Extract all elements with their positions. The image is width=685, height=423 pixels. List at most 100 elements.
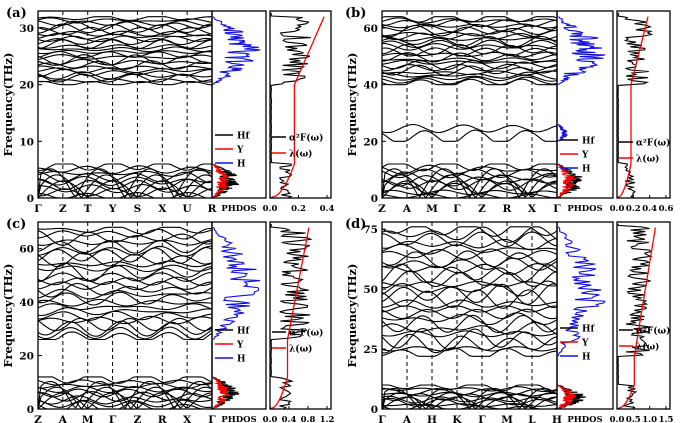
band-line <box>37 382 213 390</box>
band-line <box>37 165 213 175</box>
band-line <box>381 231 558 248</box>
legend-label-a2f: α²F(ω) <box>289 328 323 339</box>
band-line <box>37 310 213 321</box>
panel-a: (a) Frequency(THz) 0 10 20 30 Γ Z T Y S X U R PHDOS Hf Y… <box>1 6 334 215</box>
band-line <box>37 317 213 332</box>
q-point-label: M <box>426 203 438 215</box>
band-structure <box>381 16 558 199</box>
phdos-frame <box>211 10 267 199</box>
band-line <box>381 52 558 63</box>
dos-h-curve <box>557 16 606 86</box>
band-line <box>381 226 558 243</box>
phdos-axis-label: PHDOS <box>221 204 256 214</box>
q-point-label: A <box>58 414 68 423</box>
legend-label-lambda: λ(ω) <box>636 342 659 353</box>
y-axis-title: Frequency(THz) <box>1 264 15 368</box>
y-tick-label: 40 <box>19 297 34 309</box>
band-line <box>381 163 558 172</box>
band-structure <box>37 16 213 199</box>
band-line <box>381 19 558 28</box>
q-point-label: T <box>84 203 92 215</box>
panel-d: (d) Frequency(THz) 0 25 50 75 Γ A H K Γ M L H PHDOS Hf Y… <box>345 217 673 423</box>
band-line <box>38 331 213 341</box>
eliashberg-frame <box>616 221 671 410</box>
band-line <box>37 227 213 240</box>
band-line <box>37 178 213 191</box>
q-point-label: X <box>528 203 537 215</box>
band-line <box>37 281 213 291</box>
q-point-label: M <box>501 414 513 423</box>
q-point-label: Z <box>478 203 486 215</box>
phdos-frame <box>556 10 614 199</box>
acoustic-band <box>381 396 558 410</box>
lambda-tick-label: 0.2 <box>626 204 641 214</box>
band-line <box>381 263 558 276</box>
band-line <box>381 78 558 86</box>
band-line <box>37 307 213 317</box>
band-line <box>37 20 213 27</box>
band-line <box>381 395 558 404</box>
dos-h-curve <box>212 226 261 340</box>
band-line <box>37 298 213 307</box>
panel-label: (a) <box>6 6 27 21</box>
band-structure <box>37 226 213 410</box>
band-line <box>381 283 558 305</box>
band-line <box>37 388 213 398</box>
band-line <box>381 238 558 251</box>
eliashberg-curves <box>269 223 313 410</box>
y-axis-title: Frequency(THz) <box>345 264 359 368</box>
q-point-label: S <box>134 203 142 215</box>
q-point-label: A <box>402 414 412 423</box>
q-point-label: Γ <box>478 414 486 423</box>
phdos-frame <box>211 221 267 410</box>
band-line <box>381 347 558 357</box>
band-line <box>381 193 557 199</box>
band-line <box>37 245 213 257</box>
band-line <box>37 175 213 187</box>
band-line <box>37 49 213 55</box>
band-line <box>37 399 213 408</box>
panel-c: (c) Frequency(THz) 0 20 40 60 Z A M Γ Z R X Γ PHDOS Hf Y… <box>1 217 334 423</box>
q-point-label: Z <box>59 203 67 215</box>
phdos-axis-label: PHDOS <box>221 415 256 423</box>
band-line <box>37 171 212 184</box>
legend-label-y: Y <box>236 341 244 351</box>
band-line <box>37 230 213 246</box>
band-line <box>381 280 558 288</box>
q-point-label: R <box>158 414 167 423</box>
panel-label: (d) <box>345 217 366 232</box>
band-line <box>381 23 558 29</box>
band-line <box>37 169 213 177</box>
band-line <box>37 37 213 46</box>
legend-label-h: H <box>237 355 246 365</box>
legend-label-hf: Hf <box>582 137 596 147</box>
band-line <box>381 257 558 271</box>
band-line <box>382 384 558 392</box>
band-line <box>37 246 213 264</box>
legend-label-y: Y <box>581 339 589 349</box>
eliashberg-frame <box>616 10 671 199</box>
q-point-label: Γ <box>453 203 461 215</box>
q-point-label: Γ <box>553 203 561 215</box>
q-point-label: A <box>402 203 412 215</box>
band-line <box>37 44 213 50</box>
eliashberg-curves <box>616 12 654 199</box>
y-tick-label: 0 <box>27 193 34 205</box>
band-line <box>381 39 558 49</box>
band-line <box>381 280 558 297</box>
lambda-tick-label: 0.5 <box>626 415 641 423</box>
acoustic-band <box>37 174 213 199</box>
legend-label-y: Y <box>581 151 589 161</box>
lambda-tick-label: 0.0 <box>263 204 278 214</box>
y-axis-title: Frequency(THz) <box>1 53 15 157</box>
lambda-curve <box>616 227 657 410</box>
band-line <box>381 226 558 237</box>
band-line <box>37 395 213 405</box>
band-line <box>381 16 558 23</box>
y-tick-label: 30 <box>19 23 34 35</box>
band-line <box>37 326 213 340</box>
dos-y-curve <box>212 163 230 199</box>
band-line <box>381 403 558 407</box>
legend-label-hf: Hf <box>237 132 251 142</box>
y-tick-label: 60 <box>19 244 34 256</box>
